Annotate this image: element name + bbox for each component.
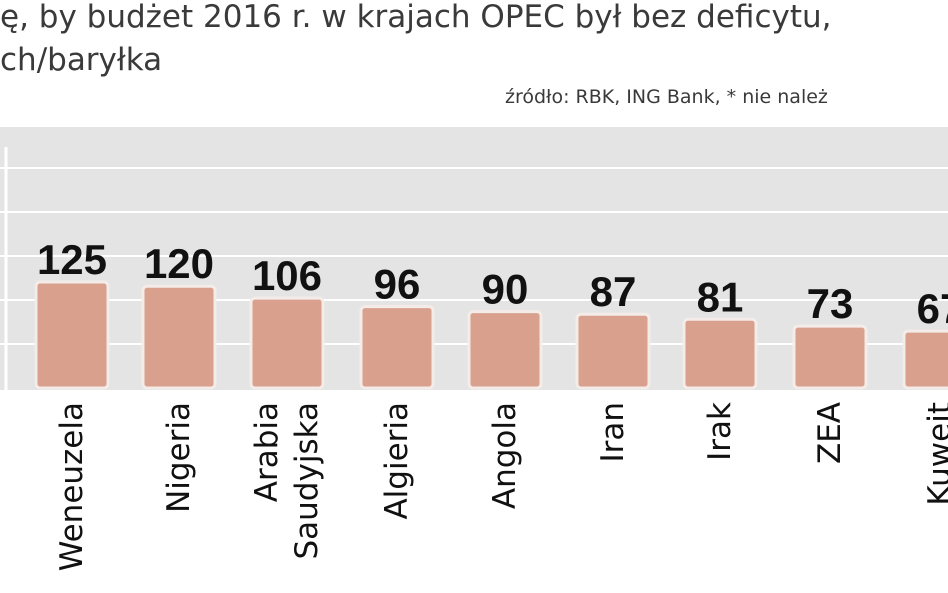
value-label: 90 [482, 266, 529, 313]
category-label: ZEA [812, 402, 848, 464]
bar [575, 312, 651, 390]
bar [141, 284, 217, 390]
category-label: Arabia [249, 402, 285, 502]
category-label: Angola [487, 402, 523, 509]
category-label: Saudyjska [289, 402, 325, 560]
title-line-1: ę, by budżet 2016 r. w krajach OPEC był … [0, 0, 832, 35]
value-label: 96 [374, 261, 421, 308]
value-label: 106 [252, 252, 322, 299]
category-label: Nigeria [161, 402, 197, 513]
category-labels: Weneuzela Nigeria Arabia Saudyjska Algieria A… [54, 402, 948, 571]
bar [359, 305, 435, 390]
bar [792, 324, 868, 390]
value-label: 67 [917, 285, 948, 332]
category-label: Weneuzela [54, 402, 90, 571]
bar [34, 280, 110, 390]
value-label: 120 [144, 240, 214, 287]
category-label: Kuweit [922, 402, 948, 506]
source-note: źródło: RBK, ING Bank, * nie należ [505, 86, 828, 108]
value-label: 125 [37, 236, 107, 283]
bars [34, 280, 948, 390]
value-labels: 125 120 106 96 90 87 81 73 67 [37, 236, 948, 332]
title-line-2: ch/baryłka [0, 42, 163, 78]
bar [467, 310, 543, 390]
bar [682, 317, 758, 390]
category-label: Irak [702, 402, 738, 461]
bar [249, 296, 325, 390]
category-label: Algieria [379, 402, 415, 520]
category-label: Iran [595, 402, 631, 463]
value-label: 87 [590, 268, 637, 315]
bar [902, 329, 948, 390]
value-label: 73 [807, 280, 854, 327]
chart-title: ę, by budżet 2016 r. w krajach OPEC był … [0, 0, 948, 82]
value-label: 81 [697, 273, 744, 320]
